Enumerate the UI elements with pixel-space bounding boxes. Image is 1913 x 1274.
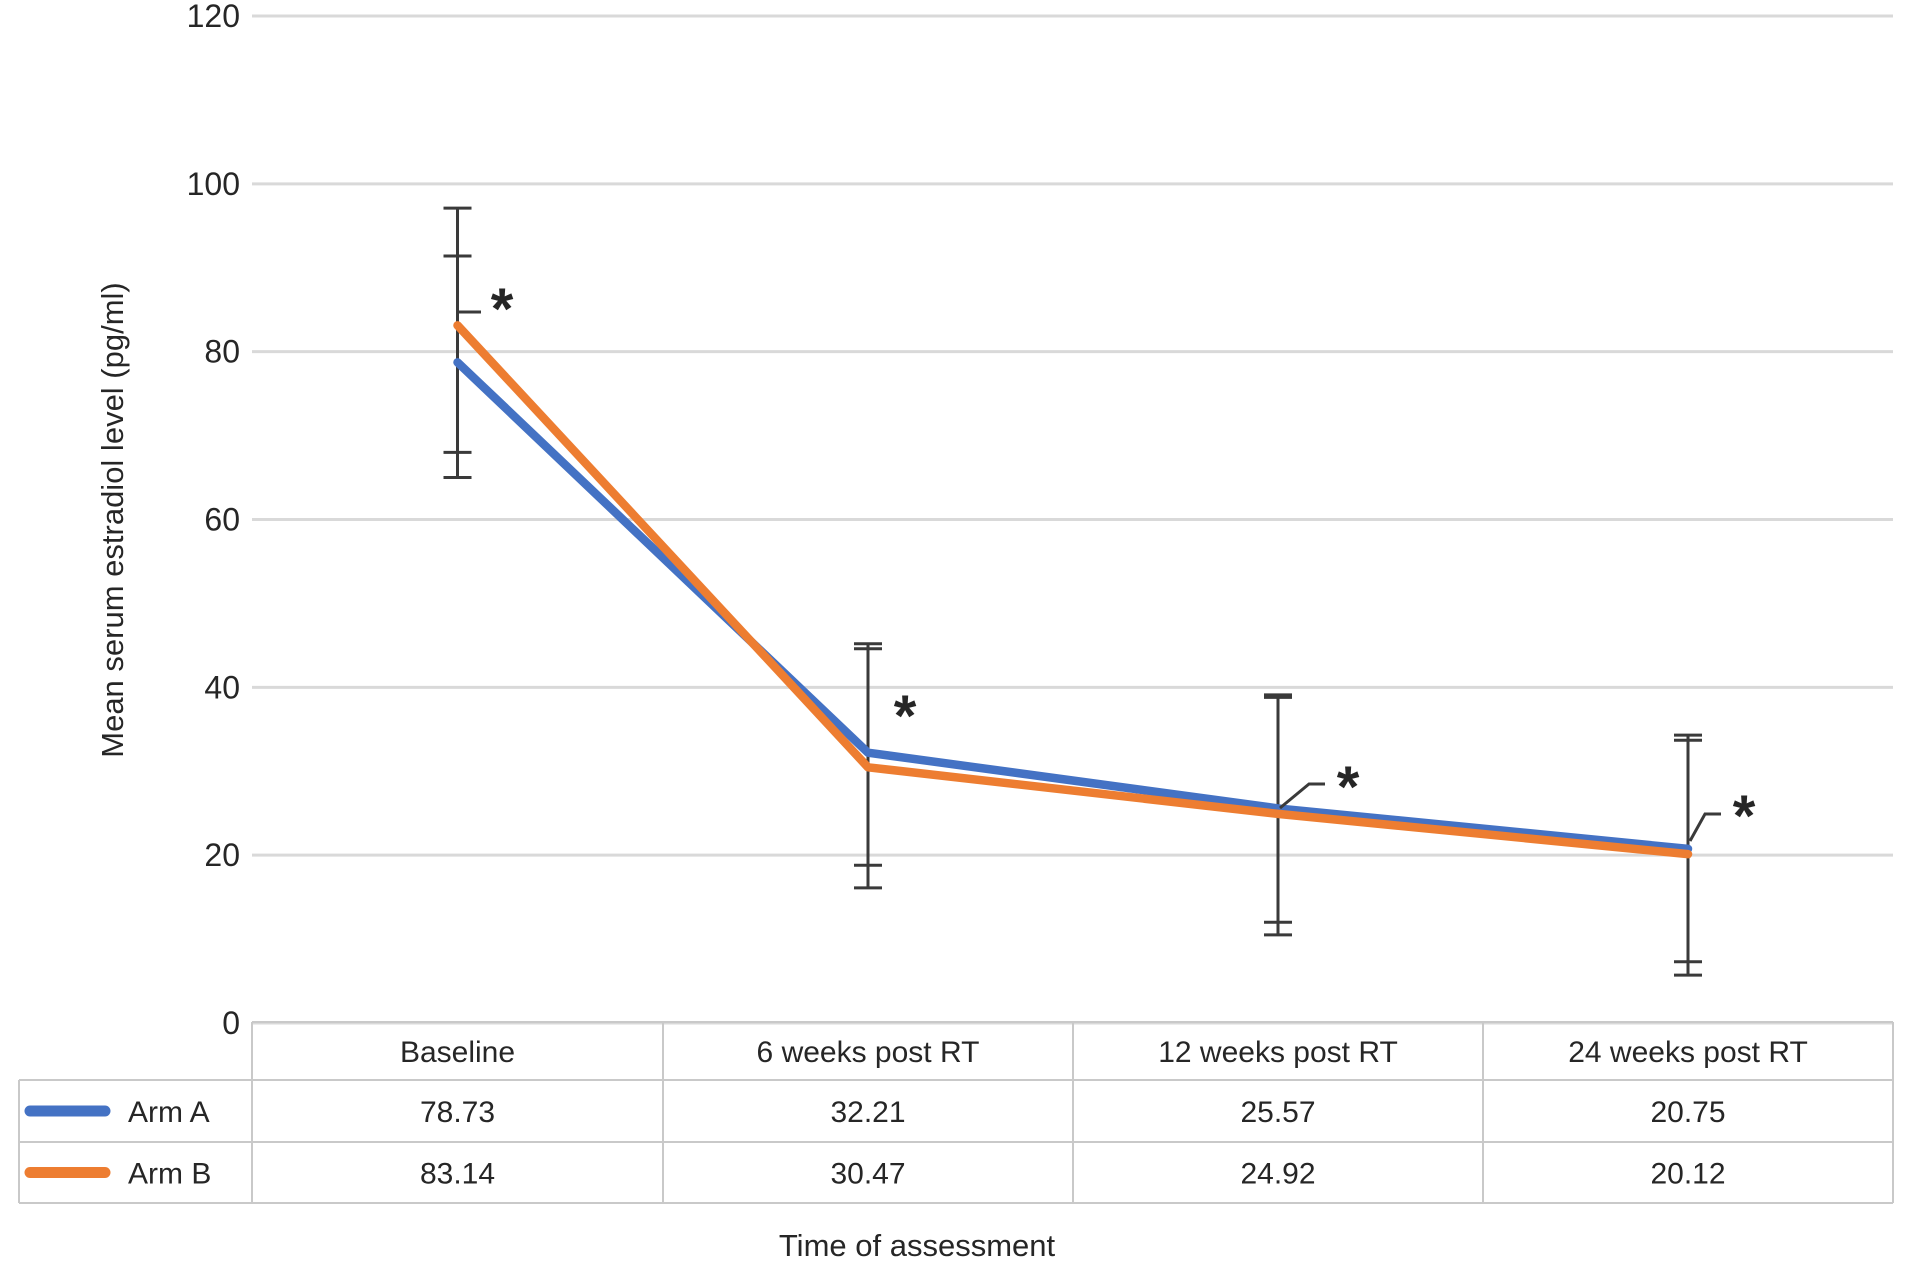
table-value-cell: 83.14 bbox=[420, 1158, 495, 1191]
legend-label-arm-a: Arm A bbox=[128, 1096, 210, 1129]
significance-asterisk: * bbox=[491, 277, 514, 342]
table-value-cell: 20.12 bbox=[1650, 1158, 1725, 1191]
table-value-cell: 25.57 bbox=[1240, 1096, 1315, 1129]
significance-asterisk: * bbox=[894, 684, 917, 749]
legend-label-arm-b: Arm B bbox=[128, 1158, 211, 1191]
table-value-cell: 32.21 bbox=[830, 1096, 905, 1129]
asterisk-leader-line bbox=[1688, 812, 1721, 842]
series-line-arm-b bbox=[453, 321, 1693, 859]
y-tick-label: 40 bbox=[204, 669, 240, 705]
y-tick-label: 120 bbox=[187, 0, 240, 34]
series-line-arm-a bbox=[453, 358, 1693, 854]
y-tick-label: 100 bbox=[187, 166, 240, 202]
chart-generated-content: 0 20 40 60 80 100 120 * * * * Baseline 6 weeks post … bbox=[18, 0, 1894, 1204]
y-axis-title: Mean serum estradiol level (pg/ml) bbox=[95, 282, 130, 758]
table-value-cell: 20.75 bbox=[1650, 1096, 1725, 1129]
y-tick-label: 0 bbox=[222, 1005, 240, 1041]
y-tick-label: 20 bbox=[204, 837, 240, 873]
asterisk-leader-line bbox=[1279, 782, 1325, 810]
table-header-cell: Baseline bbox=[400, 1036, 515, 1069]
table-value-cell: 24.92 bbox=[1240, 1158, 1315, 1191]
x-axis-title: Time of assessment bbox=[779, 1228, 1056, 1263]
significance-asterisk: * bbox=[1337, 755, 1360, 820]
table-value-cell: 78.73 bbox=[420, 1096, 495, 1129]
table-header-cell: 6 weeks post RT bbox=[757, 1036, 980, 1069]
y-tick-label: 60 bbox=[204, 502, 240, 538]
table-value-cell: 30.47 bbox=[830, 1158, 905, 1191]
y-tick-label: 80 bbox=[204, 334, 240, 370]
significance-asterisk: * bbox=[1733, 784, 1756, 849]
table-header-cell: 24 weeks post RT bbox=[1568, 1036, 1808, 1069]
table-header-cell: 12 weeks post RT bbox=[1158, 1036, 1398, 1069]
